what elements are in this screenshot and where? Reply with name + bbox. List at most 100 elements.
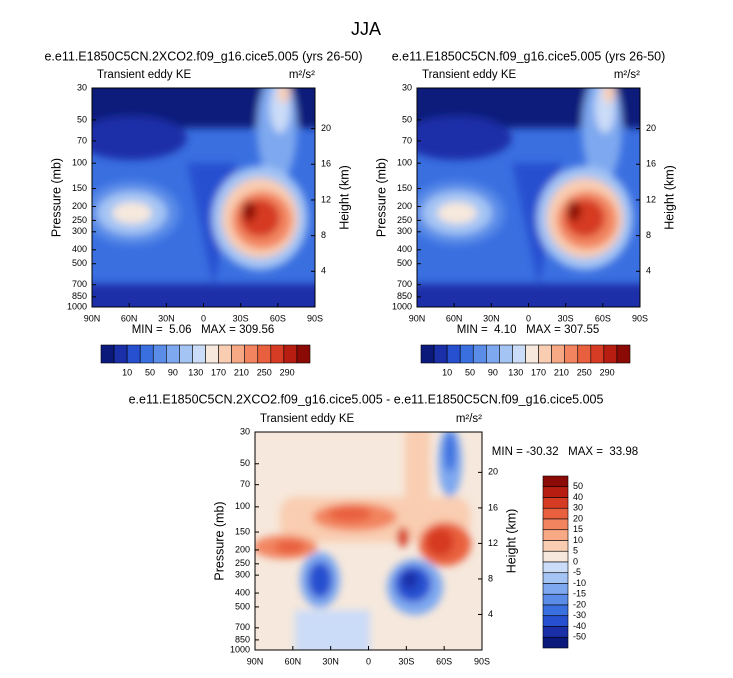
y-tick-label: 50 <box>240 458 250 468</box>
panel-title: e.e11.E1850C5CN.f09_g16.cice5.005 (yrs 2… <box>392 49 666 63</box>
x-tick-label: 60S <box>270 313 286 323</box>
x-tick-label: 0 <box>366 656 371 666</box>
y-tick-label: 1000 <box>67 301 87 311</box>
x-tick-label: 30S <box>233 313 249 323</box>
colorbar-box <box>542 518 569 531</box>
y-axis-label: Pressure (mb) <box>49 158 63 237</box>
colorbar-box <box>542 626 569 638</box>
colorbar-box <box>542 593 569 606</box>
colorbar-label: -30 <box>573 610 586 620</box>
colorbar-box <box>577 344 592 364</box>
colorbar-box <box>472 344 487 364</box>
y2-tick-label: 4 <box>646 266 651 276</box>
colorbar-box <box>590 344 605 364</box>
y-tick-label: 300 <box>72 226 87 236</box>
colorbar-label: -5 <box>573 567 581 577</box>
y-tick-label: 700 <box>72 279 87 289</box>
colorbar-label: 10 <box>573 535 583 545</box>
colorbar-label: -20 <box>573 599 586 609</box>
y-tick-label: 100 <box>235 501 250 511</box>
colorbar-box <box>542 572 569 584</box>
contour-field <box>255 432 482 650</box>
y-tick-label: 200 <box>397 201 412 211</box>
y-tick-label: 70 <box>240 479 250 489</box>
colorbar-box <box>603 344 618 364</box>
x-tick-label: 60N <box>446 313 463 323</box>
colorbar-box <box>244 344 259 364</box>
colorbar-box <box>542 475 569 488</box>
y2-tick-label: 20 <box>646 123 656 133</box>
y-tick-label: 250 <box>397 215 412 225</box>
contour-field <box>402 73 650 317</box>
colorbar-box <box>257 344 272 364</box>
y-tick-label: 30 <box>402 82 412 92</box>
y2-tick-label: 8 <box>646 230 651 240</box>
colorbar-box <box>542 529 569 541</box>
colorbar-label: 20 <box>573 513 583 523</box>
colorbar-label: 210 <box>554 367 569 377</box>
x-tick-label: 30S <box>558 313 574 323</box>
colorbar-label: 10 <box>122 367 132 377</box>
y-axis-label: Pressure (mb) <box>374 158 388 237</box>
colorbar-box <box>100 344 115 364</box>
y2-tick-label: 4 <box>321 266 326 276</box>
colorbar-box <box>512 344 526 364</box>
y-tick-label: 850 <box>397 291 412 301</box>
y-tick-label: 200 <box>235 544 250 554</box>
colorbar-box <box>179 344 193 364</box>
y-tick-label: 200 <box>72 201 87 211</box>
y2-tick-label: 20 <box>488 467 498 477</box>
colorbar-label: 50 <box>465 367 475 377</box>
y2-tick-label: 16 <box>488 502 498 512</box>
colorbar-label: 250 <box>257 367 272 377</box>
colorbar-box <box>542 604 569 617</box>
x-tick-label: 60N <box>285 656 302 666</box>
colorbar-box <box>616 344 631 364</box>
y2-tick-label: 4 <box>488 609 493 619</box>
colorbar-label: -40 <box>573 621 586 631</box>
units-label: m²/s² <box>614 69 640 81</box>
y2-axis-label: Height (km) <box>337 165 351 230</box>
colorbar-box <box>283 344 298 364</box>
y-tick-label: 400 <box>397 244 412 254</box>
y-tick-label: 700 <box>235 622 250 632</box>
colorbar-label: 5 <box>573 546 578 556</box>
x-tick-label: 30N <box>483 313 500 323</box>
colorbar-label: 0 <box>573 556 578 566</box>
y-axis-label: Pressure (mb) <box>212 501 226 580</box>
y-tick-label: 500 <box>397 258 412 268</box>
panel-title: e.e11.E1850C5CN.2XCO2.f09_g16.cice5.005 … <box>129 392 604 406</box>
stats: MIN = -30.32 MAX = 33.98 <box>492 446 638 458</box>
colorbar-label: 290 <box>280 367 295 377</box>
colorbar-label: 40 <box>573 492 583 502</box>
y-tick-label: 100 <box>397 158 412 168</box>
colorbar-box <box>499 344 513 364</box>
x-tick-label: 30N <box>322 656 339 666</box>
colorbar-box <box>166 344 180 364</box>
colorbar-box <box>152 344 167 364</box>
colorbar-box <box>446 344 461 364</box>
colorbar-label: 90 <box>168 367 178 377</box>
colorbar-label: -10 <box>573 578 586 588</box>
y-tick-label: 150 <box>235 526 250 536</box>
y-tick-label: 850 <box>235 634 250 644</box>
stats: MIN = 5.06 MAX = 309.56 <box>132 324 275 336</box>
y2-tick-label: 12 <box>321 194 331 204</box>
y2-tick-label: 12 <box>646 194 656 204</box>
colorbar-box <box>218 344 232 364</box>
colorbar-label: -15 <box>573 589 586 599</box>
colorbar-label: 130 <box>188 367 203 377</box>
y2-tick-label: 8 <box>321 230 326 240</box>
x-tick-label: 60S <box>436 656 452 666</box>
figure-title: JJA <box>351 19 381 39</box>
y-tick-label: 150 <box>72 183 87 193</box>
x-tick-label: 90N <box>247 656 264 666</box>
colorbar-box <box>542 550 569 563</box>
x-tick-label: 90N <box>409 313 426 323</box>
colorbar-label: -50 <box>573 632 586 642</box>
left-label: Transient eddy KE <box>422 69 517 81</box>
x-tick-label: 60N <box>121 313 138 323</box>
colorbar-label: 10 <box>442 367 452 377</box>
colorbar-label: 210 <box>234 367 249 377</box>
y-tick-label: 250 <box>235 558 250 568</box>
